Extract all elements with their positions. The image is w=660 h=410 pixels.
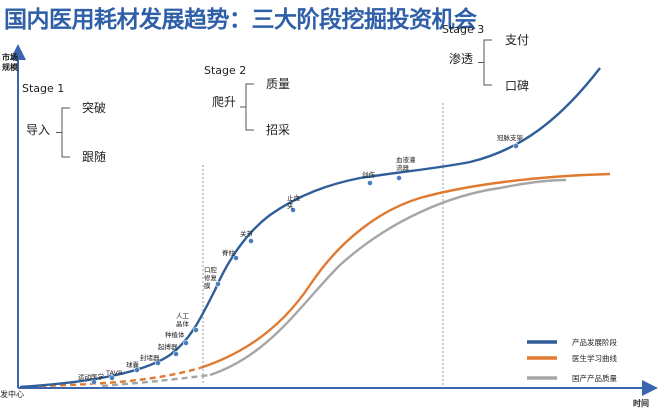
stage-bracket	[56, 107, 70, 158]
milestone-marker	[173, 351, 179, 357]
milestone-label: 起搏器	[158, 342, 178, 351]
stage-phase: 导入	[26, 123, 50, 137]
milestone-label: 运动医学	[78, 372, 105, 381]
stage-option: 招采	[266, 123, 290, 137]
legend-label: 医生学习曲线	[572, 353, 617, 363]
milestone-marker	[513, 143, 519, 149]
stage-option: 支付	[505, 33, 529, 47]
origin-label: 发中心	[0, 389, 24, 399]
stage-bracket	[240, 83, 254, 131]
milestone-marker	[290, 207, 296, 213]
milestone-label: TAVR	[105, 369, 123, 377]
stage-phase: 渗透	[449, 51, 473, 66]
milestone-marker	[91, 379, 97, 385]
milestone-label: 关节	[240, 229, 254, 238]
series-path-1-dashed	[39, 366, 201, 388]
milestone-marker	[183, 340, 189, 346]
stage-phase: 爬升	[212, 95, 236, 109]
stage-option: 跟随	[82, 149, 106, 164]
milestone-label: 脊柱	[222, 248, 236, 257]
x-axis-label: 时间	[633, 398, 649, 408]
milestone-label: 创伤	[362, 170, 376, 179]
legend-label: 国产产品质量	[572, 373, 617, 383]
milestone-label: 止血夹	[287, 193, 301, 210]
series-path-0	[19, 67, 601, 389]
stage-bracket	[478, 39, 492, 86]
milestone-label: 球囊	[126, 360, 140, 369]
milestone-marker	[233, 255, 239, 261]
stage-option: 口碑	[505, 78, 529, 93]
milestone-marker	[109, 375, 115, 381]
legend-label: 产品发展阶段	[572, 337, 617, 347]
series-path-2	[209, 178, 567, 377]
stage-label: Stage 1	[22, 82, 64, 95]
milestone-label: 口腔修复膜	[204, 265, 218, 290]
milestone-marker	[396, 175, 402, 181]
milestone-marker	[134, 367, 140, 373]
series-path-1	[199, 172, 611, 370]
stage-option: 突破	[82, 100, 106, 115]
milestone-label: 血液灌流器	[396, 155, 416, 172]
milestone-label: 人工晶体	[176, 312, 190, 328]
milestone-label: 种植体	[165, 330, 185, 339]
stage-label: Stage 2	[204, 64, 246, 77]
milestone-marker	[193, 327, 199, 333]
milestone-marker	[215, 281, 221, 287]
milestone-marker	[248, 238, 254, 244]
y-axis-label: 市场规模	[2, 52, 19, 72]
series-path-2-dashed	[101, 373, 211, 388]
milestone-marker	[367, 180, 373, 186]
milestone-marker	[155, 360, 161, 366]
stage-label: Stage 3	[442, 23, 484, 36]
milestone-label: 冠脉支架	[497, 133, 524, 142]
stage-option: 质量	[266, 77, 290, 91]
milestone-label: 封堵器	[140, 353, 160, 362]
page-title: 国内医用耗材发展趋势：三大阶段挖掘投资机会	[4, 7, 477, 33]
